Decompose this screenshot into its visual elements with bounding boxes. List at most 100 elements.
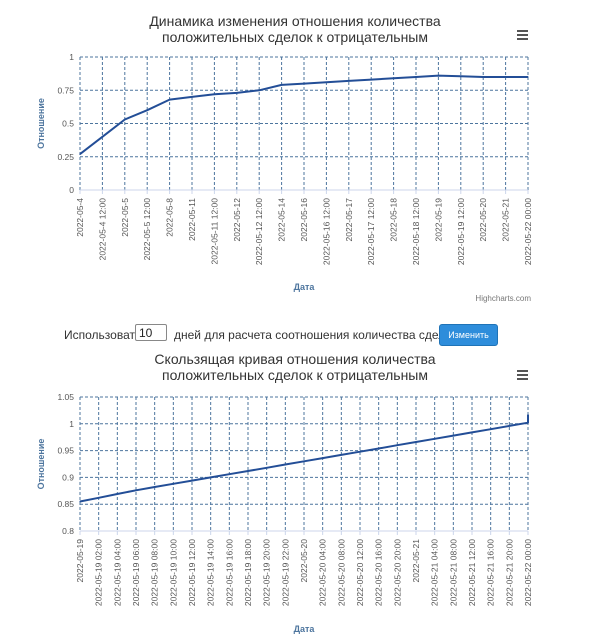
data-point: [101, 136, 103, 138]
data-point: [247, 470, 249, 472]
x-tick-label: 2022-05-19 02:00: [94, 539, 104, 606]
data-point: [415, 441, 417, 443]
data-point: [303, 83, 305, 85]
data-point: [370, 79, 372, 81]
data-point: [124, 118, 126, 121]
x-tick-label: 2022-05-21 08:00: [448, 539, 458, 606]
x-tick-label: 2022-05-19 16:00: [224, 539, 234, 606]
x-tick-label: 2022-05-22 00:00: [523, 198, 533, 265]
data-point: [322, 457, 324, 459]
chart-title-line: положительных сделок к отрицательным: [162, 367, 428, 383]
data-point: [284, 463, 286, 466]
data-point: [378, 447, 380, 450]
x-tick-label: 2022-05-21 04:00: [430, 539, 440, 606]
data-point: [437, 75, 439, 77]
data-point: [471, 431, 473, 433]
menu-bar: [517, 374, 528, 376]
data-point: [135, 489, 137, 491]
data-point: [79, 153, 81, 155]
data-point: [434, 438, 436, 440]
x-tick-label: 2022-05-18: [389, 198, 399, 242]
data-point: [527, 422, 529, 424]
x-tick-label: 2022-05-19 06:00: [131, 539, 141, 606]
x-tick-label: 2022-05-19: [433, 198, 443, 242]
menu-icon[interactable]: [517, 30, 528, 40]
x-tick-label: 2022-05-19 04:00: [112, 539, 122, 606]
x-tick-label: 2022-05-19: [75, 539, 85, 583]
x-tick-label: 2022-05-17: [344, 198, 354, 242]
apply-button[interactable]: Изменить: [439, 324, 498, 346]
data-point: [303, 460, 305, 462]
y-tick-label: 1.05: [57, 392, 74, 402]
menu-bar: [517, 378, 528, 380]
x-tick-label: 2022-05-19 12:00: [456, 198, 466, 265]
chart-title-line: Скользящая кривая отношения количества: [154, 351, 435, 367]
x-tick-label: 2022-05-21 12:00: [467, 539, 477, 606]
x-tick-label: 2022-05-12 12:00: [254, 198, 264, 265]
chart-title-line: положительных сделок к отрицательным: [162, 29, 428, 45]
x-tick-label: 2022-05-20: [478, 198, 488, 242]
x-tick-label: 2022-05-19 08:00: [150, 539, 160, 606]
x-tick-label: 2022-05-19 14:00: [206, 539, 216, 606]
x-axis-title: Дата: [294, 624, 316, 634]
data-point: [213, 93, 215, 95]
data-point: [146, 109, 148, 111]
menu-bar: [517, 38, 528, 40]
x-tick-label: 2022-05-16: [299, 198, 309, 242]
chart-title-line: Динамика изменения отношения количества: [149, 13, 441, 29]
highcharts-credits[interactable]: Highcharts.com: [475, 294, 531, 303]
data-point: [348, 80, 350, 82]
data-point: [172, 483, 174, 485]
y-tick-label: 0.95: [57, 446, 74, 456]
x-tick-label: 2022-05-20 16:00: [374, 539, 384, 606]
x-tick-label: 2022-05-5 12:00: [142, 198, 152, 261]
moving-ratio-chart: Скользящая кривая отношения количества по…: [0, 348, 590, 637]
x-tick-label: 2022-05-18 12:00: [411, 198, 421, 265]
y-tick-label: 0.9: [62, 472, 74, 482]
x-tick-label: 2022-05-5: [120, 198, 130, 237]
data-point: [527, 414, 529, 416]
x-tick-label: 2022-05-17 12:00: [366, 198, 376, 265]
x-tick-label: 2022-05-4 12:00: [97, 198, 107, 261]
y-tick-label: 0.25: [57, 152, 74, 162]
data-point: [210, 476, 212, 478]
data-point: [393, 77, 395, 79]
y-tick-label: 0.85: [57, 499, 74, 509]
data-point: [79, 500, 81, 503]
x-tick-label: 2022-05-14: [277, 198, 287, 242]
y-tick-label: 0.75: [57, 85, 74, 95]
x-tick-label: 2022-05-19 10:00: [168, 539, 178, 606]
x-tick-label: 2022-05-19 12:00: [187, 539, 197, 606]
x-tick-label: 2022-05-4: [75, 198, 85, 237]
x-tick-label: 2022-05-20 12:00: [355, 539, 365, 606]
x-tick-label: 2022-05-19 22:00: [280, 539, 290, 606]
data-point: [281, 84, 283, 86]
data-point: [359, 451, 361, 453]
data-point: [191, 96, 193, 98]
y-tick-label: 1: [69, 419, 74, 429]
data-point: [527, 76, 529, 78]
x-tick-label: 2022-05-20 20:00: [392, 539, 402, 606]
y-tick-label: 0.5: [62, 119, 74, 129]
data-point: [98, 497, 100, 499]
data-point: [482, 76, 484, 78]
x-tick-label: 2022-05-20: [299, 539, 309, 583]
menu-bar: [517, 370, 528, 372]
data-point: [396, 444, 398, 446]
x-tick-label: 2022-05-11: [187, 198, 197, 241]
data-point: [452, 434, 454, 437]
menu-bar: [517, 34, 528, 36]
x-axis-title: Дата: [294, 282, 316, 292]
days-input[interactable]: [135, 324, 167, 341]
data-point: [490, 428, 492, 430]
data-point: [116, 493, 118, 495]
y-tick-label: 1: [69, 52, 74, 62]
data-point: [415, 76, 417, 78]
data-point: [169, 98, 171, 101]
menu-icon[interactable]: [517, 370, 528, 380]
days-control-row: Использовать дней для расчета соотношени…: [0, 323, 590, 347]
data-point: [508, 425, 510, 427]
moving-ratio-svg: Скользящая кривая отношения количествапо…: [36, 351, 533, 634]
days-label: дней для расчета соотношения количества …: [174, 328, 465, 342]
x-tick-label: 2022-05-19 18:00: [243, 539, 253, 606]
